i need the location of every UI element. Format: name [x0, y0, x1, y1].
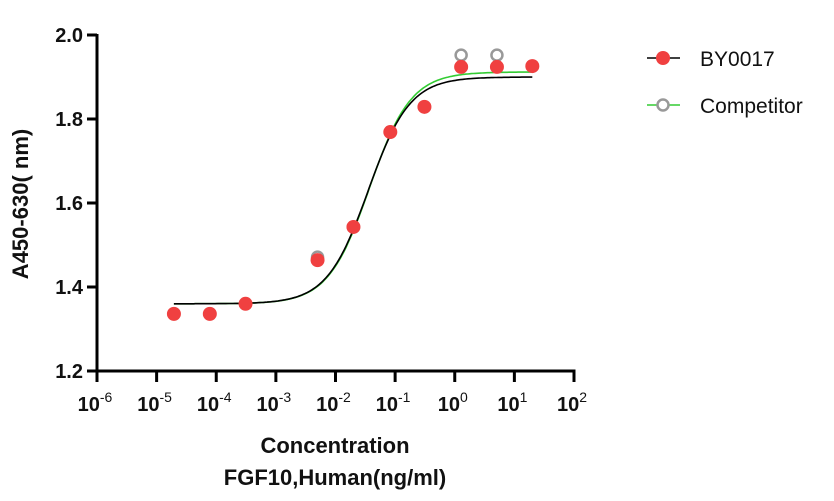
- by0017-point: [346, 219, 361, 234]
- x-tick-label: 101: [497, 389, 527, 416]
- by0017-point: [525, 59, 540, 74]
- legend: BY0017 Competitor: [647, 48, 803, 118]
- y-tick-label: 1.6: [55, 193, 83, 215]
- by0017-point: [310, 253, 325, 268]
- competitor-point: [490, 48, 504, 62]
- by0017-point: [489, 59, 504, 74]
- tick-labels: 1.2 1.4 1.6 1.8 2.0 10-6 10-5 10-4 10-3 10-2 10-1 1…: [55, 25, 587, 416]
- x-tick-label: 100: [438, 389, 468, 416]
- legend-item-competitor: Competitor: [647, 95, 803, 118]
- by0017-point: [383, 125, 398, 140]
- y-tick-label: 2.0: [55, 25, 83, 47]
- data-points: [166, 48, 540, 321]
- fit-curves: [173, 71, 533, 305]
- by0017-point: [238, 296, 253, 311]
- axes: [87, 33, 576, 382]
- by0017-point: [417, 99, 432, 114]
- y-axis-title: A450-630( nm): [8, 129, 33, 279]
- fit-curve-by0017: [173, 76, 533, 305]
- x-tick-label: 10-4: [197, 389, 232, 416]
- x-axis-subtitle: FGF10,Human(ng/ml): [224, 465, 446, 490]
- fit-curve-competitor: [173, 71, 533, 305]
- x-tick-label: 10-2: [316, 389, 351, 416]
- x-tick-label: 10-1: [376, 389, 411, 416]
- x-tick-label: 10-3: [257, 389, 292, 416]
- by0017-point: [166, 306, 181, 321]
- y-tick-label: 1.8: [55, 109, 83, 131]
- filled-circle-marker-icon: [656, 51, 670, 65]
- x-tick-label: 102: [557, 389, 587, 416]
- by0017-point: [454, 59, 469, 74]
- by0017-point: [202, 306, 217, 321]
- competitor-point: [454, 48, 468, 62]
- x-tick-label: 10-6: [78, 389, 113, 416]
- open-circle-marker-icon: [656, 98, 670, 112]
- legend-item-by0017: BY0017: [647, 48, 775, 71]
- legend-label: Competitor: [700, 95, 803, 118]
- y-tick-label: 1.2: [55, 361, 83, 383]
- y-tick-label: 1.4: [55, 277, 84, 299]
- legend-label: BY0017: [700, 48, 775, 71]
- x-tick-label: 10-5: [137, 389, 172, 416]
- x-axis-title: Concentration: [260, 433, 409, 458]
